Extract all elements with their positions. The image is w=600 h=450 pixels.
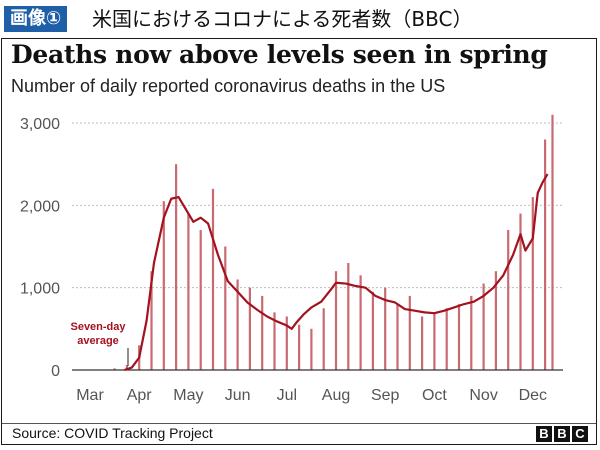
daily-deaths-bar [187, 213, 190, 370]
annotation-label: Seven-day [70, 321, 126, 333]
bbc-logo-letter: B [554, 426, 570, 442]
daily-deaths-bar [482, 283, 485, 370]
daily-deaths-bar [175, 164, 178, 370]
daily-deaths-bar [322, 308, 325, 370]
y-tick-label: 1,000 [20, 281, 60, 298]
seven-day-average-line [124, 173, 549, 372]
x-tick-label: Nov [469, 387, 497, 404]
bbc-logo-letter: C [572, 426, 588, 442]
x-tick-label: Dec [519, 387, 547, 404]
source-note: Source: COVID Tracking Project [12, 425, 213, 441]
daily-deaths-bar [494, 271, 497, 370]
chart-title: Deaths now above levels seen in spring [11, 40, 548, 69]
daily-deaths-bar [531, 197, 534, 370]
chart-frame [1, 38, 597, 445]
chart-subtitle: Number of daily reported coronavirus dea… [11, 76, 446, 96]
daily-deaths-bar [248, 287, 251, 370]
daily-deaths-bar [347, 262, 350, 370]
daily-deaths-bar [162, 201, 165, 370]
y-tick-label: 3,000 [20, 116, 60, 133]
x-tick-label: Sep [371, 387, 400, 404]
daily-deaths-bar [359, 275, 362, 370]
x-tick-label: Jun [225, 387, 251, 404]
daily-deaths-bar [261, 295, 264, 370]
daily-deaths-bar [408, 295, 411, 370]
daily-deaths-bar [199, 230, 202, 370]
image-number-tag: 画像① [4, 6, 68, 32]
daily-deaths-bar [273, 312, 276, 370]
daily-deaths-bar [433, 312, 436, 370]
daily-deaths-bar [285, 316, 288, 370]
top-caption-bar: 画像① 米国におけるコロナによる死者数（BBC） [0, 0, 600, 40]
daily-deaths-bar [470, 295, 473, 370]
bbc-logo-letter: B [536, 426, 552, 442]
daily-deaths-bar [334, 271, 338, 370]
daily-deaths-bar [371, 291, 374, 370]
bbc-logo: B B C [536, 426, 588, 442]
y-tick-label: 2,000 [20, 198, 60, 215]
daily-deaths-bar [236, 279, 239, 370]
daily-deaths-bar [384, 287, 387, 370]
daily-deaths-bar [507, 230, 510, 370]
daily-deaths-bar [224, 246, 227, 370]
x-tick-label: May [173, 387, 203, 404]
daily-deaths-bar [396, 304, 399, 370]
daily-deaths-bar [457, 304, 461, 370]
daily-deaths-bar [551, 114, 554, 371]
x-tick-label: Mar [76, 387, 104, 404]
image-caption: 米国におけるコロナによる死者数（BBC） [92, 7, 473, 31]
daily-deaths-bar [150, 271, 153, 370]
daily-deaths-bar [298, 324, 301, 370]
daily-deaths-bar [125, 365, 128, 370]
daily-deaths-bar [421, 316, 424, 370]
daily-deaths-bar [113, 368, 116, 370]
chart-footer: Source: COVID Tracking Project B B C [2, 423, 596, 445]
daily-deaths-bar [519, 213, 522, 370]
x-tick-label: Apr [127, 387, 153, 404]
daily-deaths-bar [445, 308, 448, 370]
y-tick-label: 0 [51, 363, 60, 380]
daily-deaths-bar [544, 139, 547, 370]
x-tick-label: Oct [422, 387, 447, 404]
daily-deaths-bar [310, 328, 313, 370]
x-tick-label: Aug [322, 387, 350, 404]
daily-deaths-bar [211, 188, 215, 370]
annotation-label: average [77, 335, 119, 347]
x-tick-label: Jul [277, 387, 297, 404]
